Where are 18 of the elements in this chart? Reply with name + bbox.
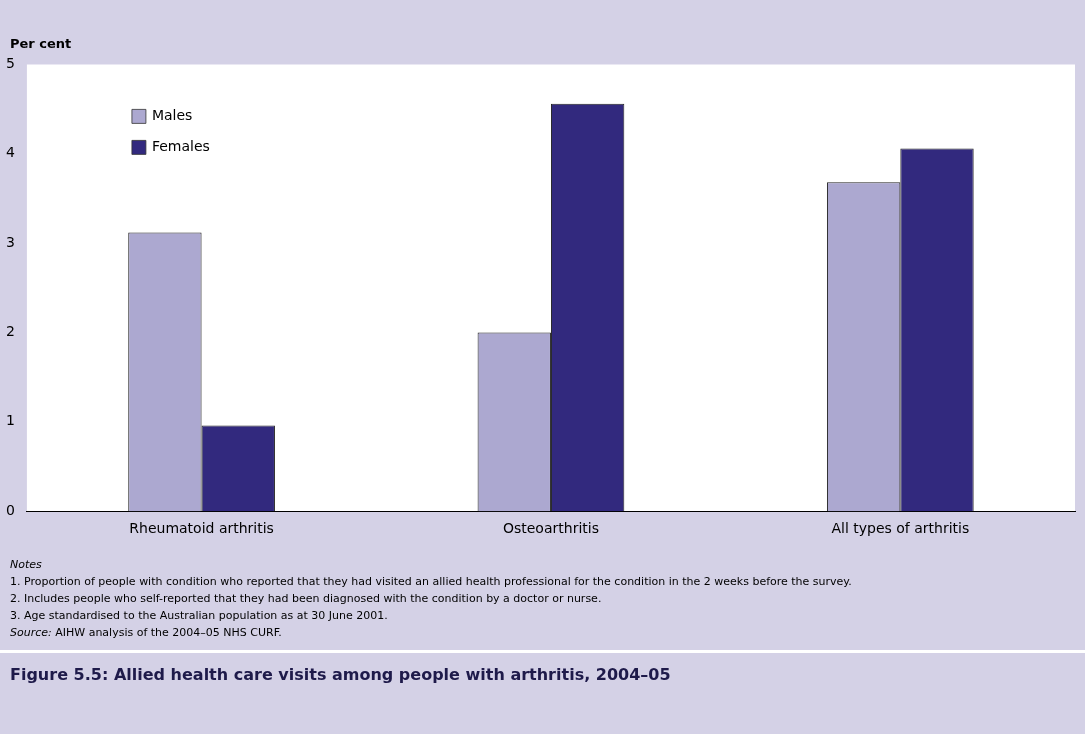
x-tick-label: Rheumatoid arthritis: [129, 520, 274, 537]
y-tick-label: 1: [5, 412, 15, 429]
text: Figure 5.5: Allied health care visits among people with arthritis, 2004–05: [0, 650, 1085, 696]
legend-label: Females: [151, 138, 210, 155]
y-tick-label: 2: [5, 323, 15, 340]
y-axis-title: Per cent: [10, 36, 72, 51]
y-tick-label: 3: [5, 233, 15, 250]
text: 1. Proportion of people with condition who reported that they had visited an allied health professional for the condition in the 2 weeks before the survey.: [10, 574, 852, 590]
x-tick-label: Osteoarthritis: [502, 520, 599, 537]
legend-label: Males: [151, 107, 193, 124]
x-tick-label: All types of arthritis: [831, 520, 970, 537]
text: 3. Age standardised to the Australian population as at 30 June 2001.: [10, 608, 389, 624]
y-tick-label: 0: [5, 501, 15, 518]
text: 2. Includes people who self-reported that they had been diagnosed with the condition by a doctor or nurse.: [10, 591, 603, 607]
y-tick-label: 5: [5, 55, 15, 72]
y-tick-label: 4: [5, 144, 15, 161]
text: Notes: [10, 557, 43, 573]
source-note: Source: AIHW analysis of the 2004–05 NHS CURF.: [10, 625, 283, 641]
